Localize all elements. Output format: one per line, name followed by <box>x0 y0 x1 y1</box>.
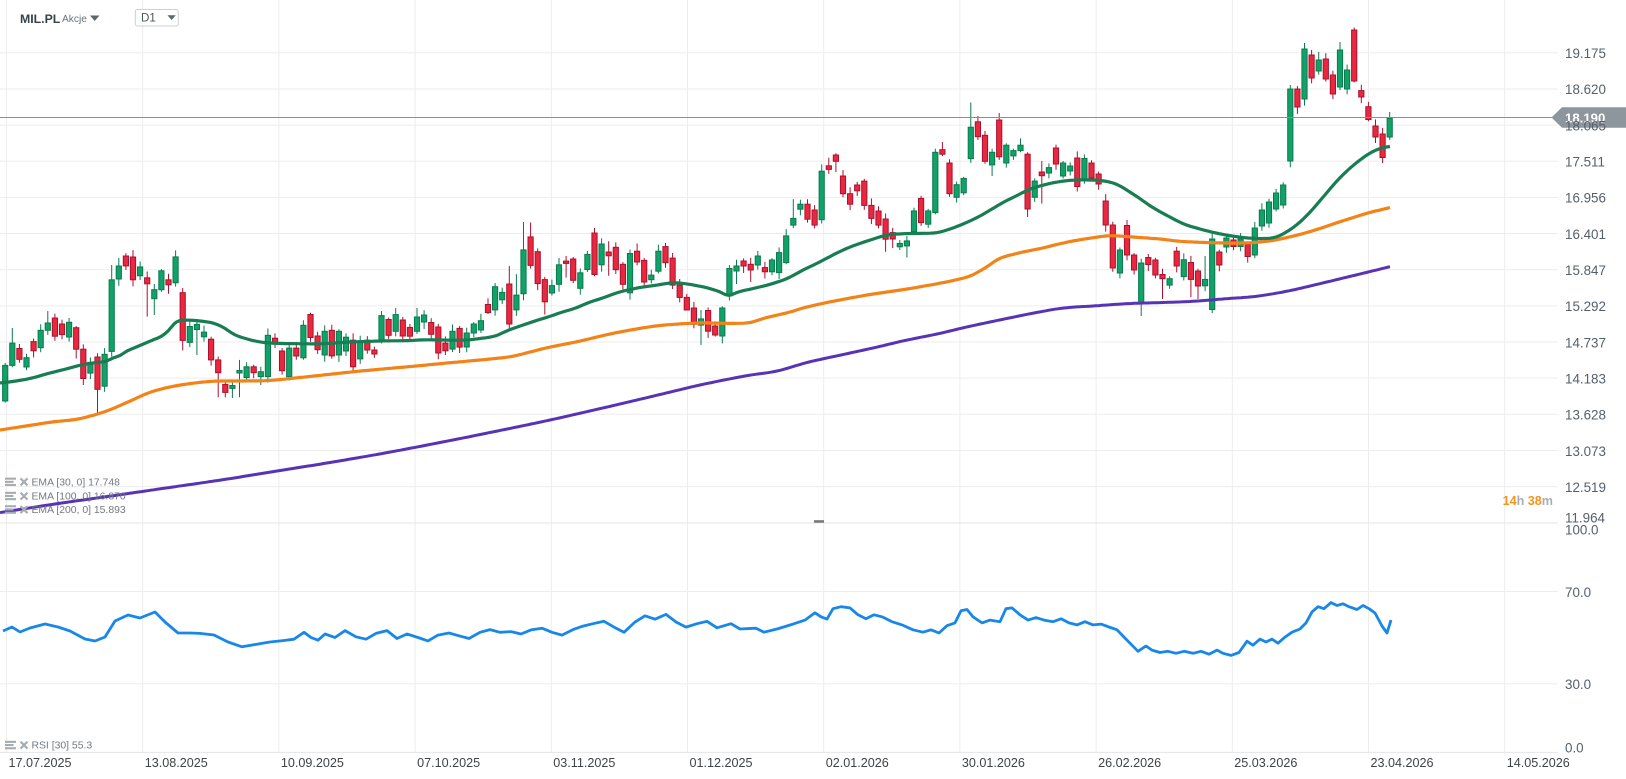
svg-text:18.190: 18.190 <box>1565 110 1605 125</box>
svg-text:16.956: 16.956 <box>1565 191 1606 206</box>
svg-text:100.0: 100.0 <box>1565 522 1599 537</box>
svg-text:17.511: 17.511 <box>1565 155 1605 170</box>
svg-text:07.10.2025: 07.10.2025 <box>417 756 480 770</box>
svg-text:14.183: 14.183 <box>1565 371 1606 386</box>
svg-text:EMA [30, 0] 17.748: EMA [30, 0] 17.748 <box>32 477 121 488</box>
svg-text:15.847: 15.847 <box>1565 263 1606 278</box>
svg-text:18.065: 18.065 <box>1565 118 1606 133</box>
svg-text:13.628: 13.628 <box>1565 408 1606 423</box>
svg-text:12.519: 12.519 <box>1565 480 1606 495</box>
svg-text:11.964: 11.964 <box>1565 510 1606 525</box>
svg-text:RSI [30] 55.3: RSI [30] 55.3 <box>32 741 93 752</box>
svg-text:14.05.2026: 14.05.2026 <box>1507 756 1570 770</box>
svg-text:01.12.2025: 01.12.2025 <box>690 756 753 770</box>
svg-text:D1: D1 <box>141 12 156 25</box>
svg-text:0.0: 0.0 <box>1565 740 1584 755</box>
svg-text:23.04.2026: 23.04.2026 <box>1371 756 1434 770</box>
svg-text:26.02.2026: 26.02.2026 <box>1098 756 1161 770</box>
svg-text:MIL.PL: MIL.PL <box>20 12 61 26</box>
svg-text:19.175: 19.175 <box>1565 46 1606 61</box>
svg-text:13.073: 13.073 <box>1565 444 1606 459</box>
svg-text:EMA [200, 0] 15.893: EMA [200, 0] 15.893 <box>32 505 126 516</box>
svg-text:Akcje: Akcje <box>62 14 87 25</box>
svg-text:18.620: 18.620 <box>1565 82 1606 97</box>
svg-text:30.0: 30.0 <box>1565 677 1591 692</box>
svg-text:EMA [100, 0] 16.870: EMA [100, 0] 16.870 <box>32 492 126 503</box>
svg-text:17.07.2025: 17.07.2025 <box>9 756 72 770</box>
svg-text:16.401: 16.401 <box>1565 227 1606 242</box>
svg-text:13.08.2025: 13.08.2025 <box>145 756 208 770</box>
svg-text:03.11.2025: 03.11.2025 <box>553 756 615 770</box>
svg-text:10.09.2025: 10.09.2025 <box>281 756 344 770</box>
svg-text:14.737: 14.737 <box>1565 335 1606 350</box>
svg-text:30.01.2026: 30.01.2026 <box>962 756 1025 770</box>
svg-text:02.01.2026: 02.01.2026 <box>826 756 889 770</box>
svg-text:25.03.2026: 25.03.2026 <box>1234 756 1297 770</box>
svg-text:70.0: 70.0 <box>1565 585 1591 600</box>
svg-text:14h 38m: 14h 38m <box>1503 494 1553 508</box>
svg-text:15.292: 15.292 <box>1565 299 1606 314</box>
